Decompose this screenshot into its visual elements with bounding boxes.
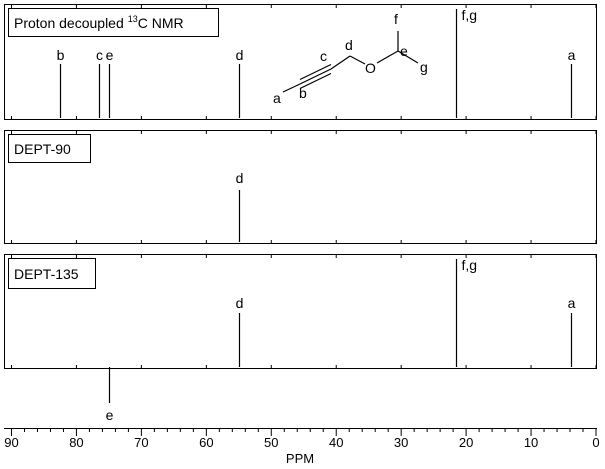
panel-dept-135: DEPT-135 d f,g a e xyxy=(4,254,597,423)
peak-label-d: d xyxy=(236,295,244,311)
axis-tick-label: 30 xyxy=(394,435,408,450)
triple-bond-line xyxy=(299,63,332,81)
molecule-label-f: f xyxy=(394,11,398,27)
peak-label-a: a xyxy=(568,295,576,311)
peak-group: b c e df,ga xyxy=(10,5,597,119)
peak-label-a: a xyxy=(568,47,576,63)
peak-label-d: d xyxy=(236,170,244,186)
panel-title-box xyxy=(8,8,219,37)
peak-label-d: d xyxy=(236,47,244,63)
molecule-label-a: a xyxy=(273,90,281,106)
triple-bond-line xyxy=(299,72,332,90)
bond-d-o xyxy=(349,55,366,65)
panel-proton-decoupled-13c: Proton decoupled 13C NMR b c e df,ga O a b c… xyxy=(4,4,597,120)
molecule-label-g: g xyxy=(420,59,428,75)
peak-label-e: e xyxy=(106,47,114,63)
panel-title: Proton decoupled 13C NMR xyxy=(14,14,184,31)
panel-frame xyxy=(4,130,597,244)
panel-title: DEPT-90 xyxy=(14,141,71,157)
panel-frame xyxy=(4,254,597,369)
molecule-label-c: c xyxy=(320,48,327,64)
ppm-axis: 90 80 70 60 50 40 30 20 10 0 PPM xyxy=(4,428,600,466)
axis-tick-label: 40 xyxy=(329,435,343,450)
peak-label-fg: f,g xyxy=(462,257,478,273)
peak-label-c: c xyxy=(96,47,103,63)
peak-label-fg: f,g xyxy=(462,7,478,23)
axis-tick-label: 10 xyxy=(524,435,538,450)
molecule-structure: O a b c d e f g xyxy=(273,11,428,106)
panel-title: DEPT-135 xyxy=(14,266,79,282)
peak-label-e: e xyxy=(106,407,114,423)
axis-tick-label: 20 xyxy=(459,435,473,450)
oxygen-atom: O xyxy=(365,60,376,76)
bond-c-d xyxy=(330,55,351,70)
molecule-label-e: e xyxy=(400,43,408,59)
axis-tick-label: 60 xyxy=(199,435,213,450)
panel-title-box xyxy=(8,134,91,163)
molecule-label-d: d xyxy=(345,37,353,53)
peak-label-b: b xyxy=(57,47,65,63)
bond-e-g xyxy=(397,50,419,64)
axis-tick-label: 0 xyxy=(592,435,599,450)
axis-tick-label: 80 xyxy=(69,435,83,450)
triple-bond-line xyxy=(299,68,332,85)
bond-a-b xyxy=(282,83,301,93)
peak-group: d f,g a e xyxy=(10,255,597,423)
axis-tick-label: 90 xyxy=(4,435,18,450)
panel-title-box xyxy=(8,258,96,289)
bond-o-e xyxy=(376,50,399,64)
panel-frame xyxy=(4,4,597,120)
panel-dept-90: DEPT-90 d xyxy=(4,130,597,244)
peak-group: d xyxy=(10,131,597,243)
axis-tick-label: 70 xyxy=(134,435,148,450)
molecule-label-b: b xyxy=(299,85,307,101)
axis-ticks: 90 80 70 60 50 40 30 20 10 0 xyxy=(4,428,600,450)
axis-label: PPM xyxy=(286,451,314,466)
axis-tick-label: 50 xyxy=(264,435,278,450)
